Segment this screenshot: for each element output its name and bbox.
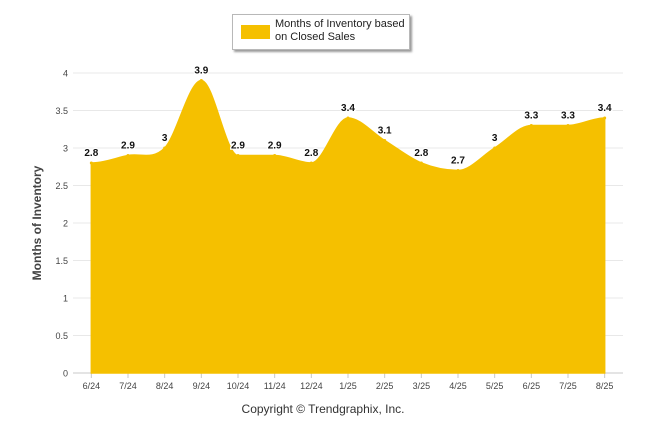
data-label: 3 <box>492 133 498 144</box>
y-tick-label: 0 <box>63 369 68 379</box>
legend-swatch <box>241 25 270 39</box>
data-label: 2.8 <box>84 148 98 159</box>
x-tick-label: 6/25 <box>523 381 541 391</box>
x-tick-label: 4/25 <box>449 381 467 391</box>
data-label: 2.9 <box>231 141 245 152</box>
data-point <box>163 146 167 150</box>
legend-label: Months of Inventory based on Closed Sale… <box>275 18 405 43</box>
legend: Months of Inventory based on Closed Sale… <box>232 14 410 50</box>
data-point <box>273 154 277 157</box>
data-point <box>89 161 93 165</box>
data-label: 3 <box>162 133 168 144</box>
data-label: 2.8 <box>414 148 428 159</box>
x-tick-label: 7/25 <box>559 381 577 391</box>
data-point <box>236 154 240 157</box>
y-tick-label: 3 <box>63 144 68 154</box>
data-label: 2.9 <box>121 141 135 152</box>
data-point <box>529 124 533 127</box>
x-tick-label: 6/24 <box>83 381 101 391</box>
x-tick-label: 2/25 <box>376 381 394 391</box>
data-point <box>126 154 130 157</box>
data-point <box>199 79 203 82</box>
x-tick-label: 11/24 <box>264 381 286 391</box>
data-label: 3.4 <box>341 103 355 114</box>
x-tick-label: 5/25 <box>486 381 504 391</box>
y-tick-label: 3.5 <box>55 106 68 116</box>
data-label: 3.4 <box>598 103 612 114</box>
series-area <box>90 79 606 374</box>
x-tick-label: 12/24 <box>300 381 323 391</box>
y-tick-label: 2 <box>63 219 68 229</box>
data-label: 2.7 <box>451 156 465 167</box>
y-tick-label: 2.5 <box>55 181 68 191</box>
x-tick-label: 3/25 <box>413 381 431 391</box>
y-axis-title: Months of Inventory <box>30 165 44 280</box>
data-label: 3.3 <box>524 111 538 122</box>
data-point <box>493 146 497 150</box>
x-tick-label: 1/25 <box>339 381 357 391</box>
data-point <box>603 116 607 120</box>
data-point <box>309 161 313 165</box>
y-tick-label: 4 <box>63 69 68 79</box>
data-label: 3.9 <box>194 66 208 77</box>
y-tick-label: 1 <box>63 294 68 304</box>
data-point <box>346 116 350 120</box>
data-label: 3.3 <box>561 111 575 122</box>
x-tick-label: 9/24 <box>193 381 211 391</box>
data-label: 2.9 <box>268 141 282 152</box>
x-tick-label: 10/24 <box>227 381 250 391</box>
data-point <box>383 139 387 142</box>
y-tick-label: 0.5 <box>55 331 68 341</box>
data-label: 2.8 <box>304 148 318 159</box>
data-label: 3.1 <box>378 126 392 137</box>
data-point <box>456 169 460 172</box>
x-tick-label: 7/24 <box>119 381 137 391</box>
data-point <box>419 161 423 165</box>
x-tick-label: 8/24 <box>156 381 174 391</box>
copyright-text: Copyright © Trendgraphix, Inc. <box>241 402 405 416</box>
data-point <box>566 124 570 127</box>
x-tick-label: 8/25 <box>596 381 614 391</box>
y-tick-label: 1.5 <box>55 256 68 266</box>
